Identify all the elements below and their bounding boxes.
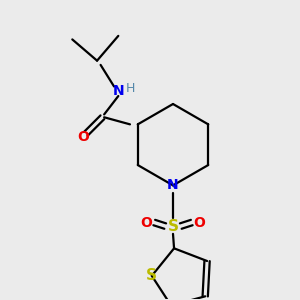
Text: H: H — [126, 82, 135, 95]
Text: O: O — [140, 215, 152, 230]
Text: N: N — [167, 178, 179, 192]
Text: S: S — [167, 219, 178, 234]
Text: O: O — [77, 130, 89, 144]
Text: S: S — [146, 268, 157, 283]
Text: O: O — [194, 215, 206, 230]
Text: N: N — [112, 84, 124, 98]
